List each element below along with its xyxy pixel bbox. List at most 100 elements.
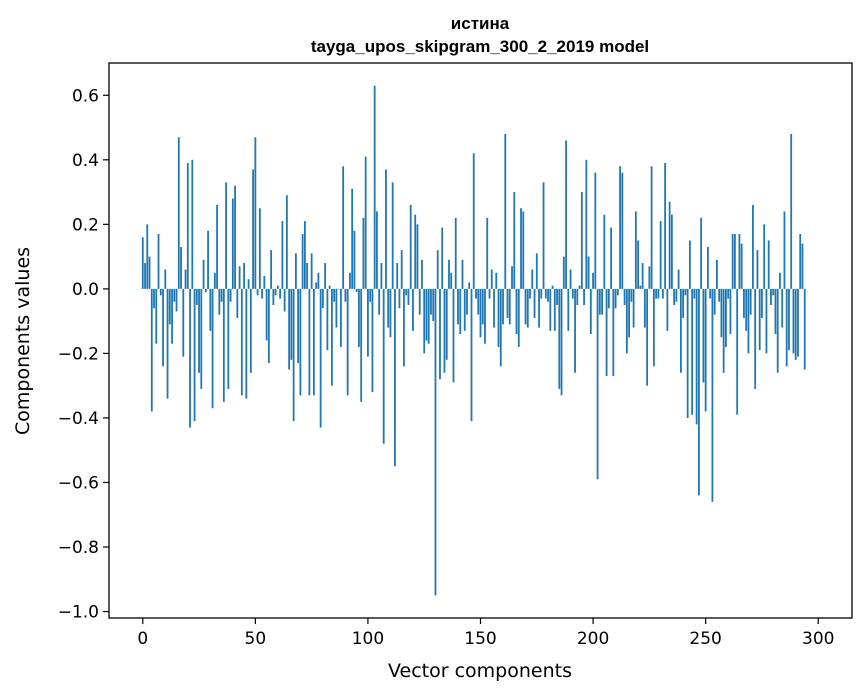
bar (155, 288, 158, 344)
bar (731, 234, 734, 289)
x-axis-label: Vector components (388, 660, 572, 682)
bar (195, 288, 198, 305)
bar (580, 192, 583, 289)
bar (592, 272, 594, 289)
bar (441, 227, 444, 289)
bar (711, 288, 714, 502)
bar (319, 288, 322, 428)
bar (443, 288, 446, 373)
bar (499, 288, 502, 367)
bar (180, 246, 182, 289)
bar (335, 288, 338, 328)
y-tick-label: −0.6 (58, 473, 99, 493)
y-tick-label: −0.8 (58, 538, 99, 558)
bar (207, 230, 209, 289)
bar (522, 211, 525, 289)
bar (290, 288, 293, 360)
bar (709, 288, 712, 299)
bar (770, 288, 772, 305)
bar (736, 288, 739, 415)
bar (186, 163, 189, 289)
y-tick-label: −1.0 (58, 603, 99, 623)
bar (448, 259, 450, 289)
bar (799, 234, 802, 289)
bar (247, 279, 250, 289)
bar (261, 288, 263, 299)
bar (301, 234, 304, 289)
bar (749, 288, 752, 315)
bar (387, 288, 390, 328)
bar (344, 288, 347, 302)
bar (279, 288, 282, 299)
x-tick-label: 100 (352, 629, 384, 649)
bar (508, 288, 511, 325)
bar (797, 288, 799, 357)
bar (596, 288, 599, 480)
bar (376, 211, 378, 289)
bar (612, 288, 615, 376)
y-tick-label: −0.2 (58, 344, 99, 364)
bar (475, 288, 477, 299)
bar (445, 288, 448, 360)
bar (544, 288, 547, 299)
bar (216, 204, 218, 289)
bar (659, 221, 662, 289)
bar (276, 285, 279, 289)
bar (191, 159, 194, 289)
bar (238, 266, 241, 289)
bar (535, 253, 538, 289)
bar (529, 288, 531, 299)
bar (189, 288, 191, 428)
bar (553, 288, 556, 331)
bar (182, 288, 185, 357)
bar (610, 227, 612, 289)
x-tick-label: 150 (464, 629, 496, 649)
bar (328, 285, 331, 289)
bar (407, 288, 410, 305)
bar (684, 288, 687, 296)
bar (632, 288, 635, 328)
bar (558, 288, 561, 389)
bar (734, 234, 736, 289)
bar (258, 208, 261, 289)
bar (265, 288, 268, 341)
bar (177, 137, 180, 289)
bar (594, 172, 597, 289)
bar (427, 288, 430, 344)
bar (459, 288, 462, 335)
bar (790, 133, 793, 289)
bar (716, 259, 718, 289)
bar (479, 288, 482, 338)
bar (367, 288, 369, 357)
bar (418, 288, 421, 315)
y-tick-label: 0.4 (72, 151, 99, 171)
x-tick-label: 300 (802, 629, 834, 649)
bar (312, 288, 315, 396)
bar (495, 272, 498, 289)
bar (803, 288, 806, 370)
bar (234, 185, 236, 289)
bar (655, 288, 658, 299)
bar (457, 288, 459, 325)
bar (781, 288, 784, 328)
bar (353, 230, 356, 289)
bar (162, 288, 164, 367)
bar (373, 85, 376, 289)
bar (763, 224, 766, 289)
bar (360, 288, 363, 402)
bar (229, 288, 232, 302)
bar (776, 288, 779, 373)
bar (578, 285, 581, 289)
bar (398, 288, 401, 309)
bar (310, 253, 313, 289)
bar (646, 288, 649, 386)
bar (666, 288, 669, 331)
bar (792, 288, 795, 354)
bar (349, 272, 351, 289)
bar (382, 288, 385, 444)
bar (400, 250, 403, 289)
bar (321, 288, 324, 309)
bar (641, 263, 644, 289)
bar (547, 288, 549, 302)
bar (619, 166, 621, 289)
